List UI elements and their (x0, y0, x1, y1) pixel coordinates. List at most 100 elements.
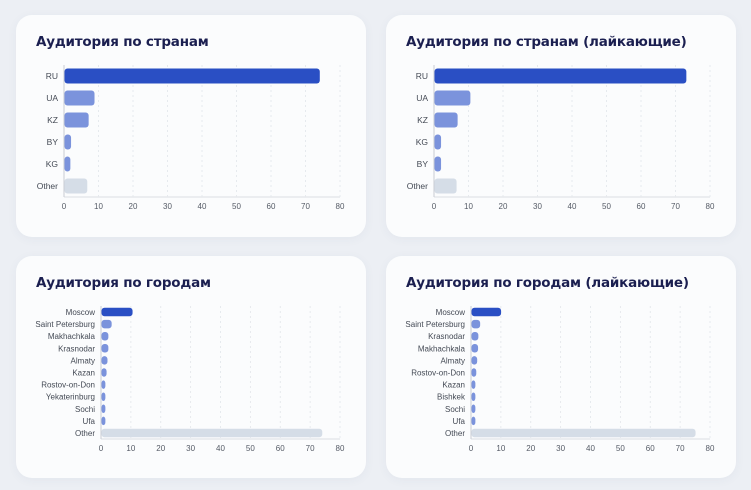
bar-ua (64, 90, 95, 106)
y-tick-label: Rostov-on-Don (411, 369, 465, 378)
y-tick-label: Ufa (453, 417, 466, 426)
x-tick-label: 20 (156, 444, 165, 453)
cities-chart: 0 10 20 30 40 50 60 70 80 Moscow Saint Petersburg M… (35, 305, 345, 453)
x-tick-label: 30 (556, 444, 565, 453)
y-tick-label: KG (46, 159, 58, 169)
bar-by (434, 156, 442, 172)
x-tick-label: 70 (301, 202, 310, 211)
chart-title: Аудитория по странам (36, 34, 209, 50)
bar-other (471, 428, 696, 438)
y-tick-label: Bishkek (437, 393, 466, 402)
y-tick-label: Almaty (71, 356, 95, 365)
y-tick-label: BY (417, 159, 429, 169)
bar-kz (434, 112, 458, 128)
y-tick-label: Kazan (72, 369, 95, 378)
bar-kz (64, 112, 89, 128)
y-tick-label: Other (445, 429, 465, 438)
bar-kg (64, 156, 71, 172)
bar-moscow (471, 307, 502, 317)
x-tick-label: 0 (62, 202, 67, 211)
x-tick-label: 50 (602, 202, 611, 211)
bar-kg (434, 134, 442, 150)
y-tick-label: Yekaterinburg (46, 393, 95, 402)
y-tick-label: KZ (417, 115, 428, 125)
bar-krasnodar (471, 331, 479, 341)
y-tick-label: Sochi (75, 405, 95, 414)
x-tick-label: 40 (198, 202, 207, 211)
x-tick-label: 0 (432, 202, 437, 211)
y-tick-label: Moscow (436, 308, 466, 317)
x-tick-label: 40 (586, 444, 595, 453)
x-tick-label: 70 (306, 444, 315, 453)
x-tick-label: 80 (706, 444, 715, 453)
x-tick-label: 10 (464, 202, 473, 211)
x-tick-label: 0 (99, 444, 104, 453)
bar-other (434, 178, 457, 194)
bar-rostov-on-don (101, 380, 106, 389)
x-tick-label: 60 (637, 202, 646, 211)
bar-sochi (101, 404, 106, 414)
x-tick-label: 80 (336, 202, 345, 211)
y-tick-label: Moscow (66, 308, 96, 317)
y-tick-label: UA (46, 93, 58, 103)
y-tick-label: UA (416, 93, 428, 103)
x-tick-label: 60 (267, 202, 276, 211)
x-tick-label: 60 (276, 444, 285, 453)
x-tick-label: 10 (94, 202, 103, 211)
bar-sochi (471, 404, 476, 414)
y-tick-label: Saint Petersburg (35, 320, 95, 329)
y-tick-label: Almaty (441, 356, 465, 365)
x-tick-label: 50 (246, 444, 255, 453)
x-tick-label: 40 (216, 444, 225, 453)
x-tick-label: 30 (163, 202, 172, 211)
y-tick-label: Sochi (445, 405, 465, 414)
x-tick-label: 20 (526, 444, 535, 453)
y-tick-label: Rostov-on-Don (41, 381, 95, 390)
countries-likers-chart: 0 10 20 30 40 50 60 70 80 RU UA KZ KG BY Other (407, 65, 715, 211)
bar-saint-petersburg (101, 319, 112, 329)
y-tick-label: Other (37, 181, 58, 191)
y-tick-label: BY (47, 137, 59, 147)
bar-almaty (471, 356, 478, 365)
x-tick-label: 70 (676, 444, 685, 453)
bar-ufa (101, 416, 106, 426)
y-tick-label: Makhachkala (48, 332, 96, 341)
countries-chart: 0 10 20 30 40 50 60 70 80 RU UA KZ BY KG Other (37, 65, 345, 211)
x-tick-label: 40 (568, 202, 577, 211)
x-tick-label: 30 (533, 202, 542, 211)
y-tick-label: Kazan (442, 381, 465, 390)
bar-makhachkala (101, 331, 109, 341)
bar-makhachkala (471, 344, 479, 353)
y-tick-label: Krasnodar (58, 344, 95, 353)
x-tick-label: 20 (499, 202, 508, 211)
y-tick-label: Ufa (83, 417, 96, 426)
bar-rostov-on-don (471, 368, 477, 377)
x-tick-label: 0 (469, 444, 474, 453)
bar-other (101, 428, 323, 438)
card-countries-likers: Аудитория по странам (лайкающие) 0 10 20 30… (386, 15, 736, 237)
bar-saint-petersburg (471, 319, 481, 329)
x-tick-label: 10 (496, 444, 505, 453)
y-tick-label: Makhachkala (418, 344, 466, 353)
x-tick-label: 50 (232, 202, 241, 211)
x-tick-label: 30 (186, 444, 195, 453)
y-tick-label: Krasnodar (428, 332, 465, 341)
bar-other (64, 178, 88, 194)
y-tick-label: RU (46, 71, 58, 81)
bar-ufa (471, 416, 476, 426)
bar-ru (434, 68, 687, 84)
bar-kazan (471, 380, 476, 389)
bar-ru (64, 68, 320, 84)
bar-by (64, 134, 72, 150)
y-tick-label: RU (416, 71, 428, 81)
card-countries: Аудитория по странам 0 10 20 30 40 50 60 70 80 RU… (16, 15, 366, 237)
y-tick-label: KZ (47, 115, 58, 125)
card-cities: Аудитория по городам 0 10 20 30 40 50 60 70 80 Mo… (16, 256, 366, 478)
bar-almaty (101, 356, 108, 365)
bar-yekaterinburg (101, 392, 106, 401)
bar-ua (434, 90, 471, 106)
bar-krasnodar (101, 344, 109, 353)
bar-moscow (101, 307, 133, 317)
y-tick-label: Other (407, 181, 428, 191)
x-tick-label: 80 (336, 444, 345, 453)
